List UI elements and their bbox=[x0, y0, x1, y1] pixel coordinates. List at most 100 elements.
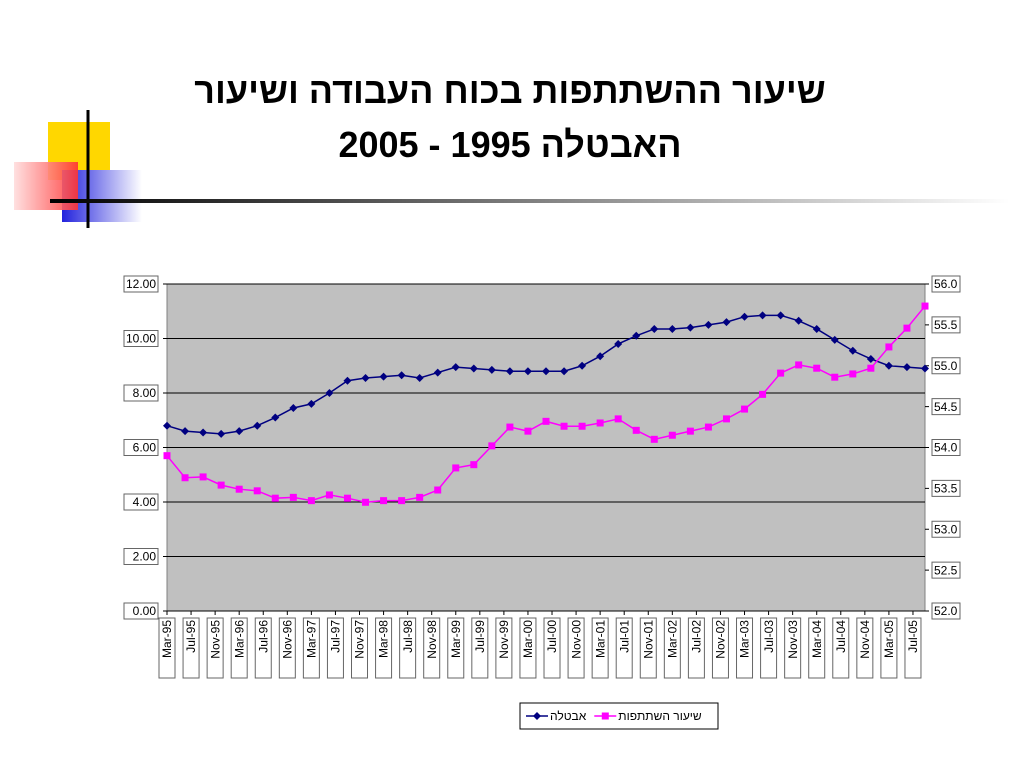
marker bbox=[271, 413, 280, 422]
marker bbox=[523, 367, 532, 376]
y-tick-label: 4.00 bbox=[133, 495, 157, 509]
y2-tick-box bbox=[931, 316, 961, 334]
marker bbox=[722, 318, 731, 327]
y-tick-label: 6.00 bbox=[133, 441, 157, 455]
y2-tick-label: 55.5 bbox=[934, 318, 958, 332]
marker bbox=[217, 429, 226, 438]
marker bbox=[199, 428, 208, 437]
y2-tick-label: 55.0 bbox=[934, 359, 958, 373]
marker bbox=[524, 427, 532, 435]
x-tick-label: Nov-95 bbox=[208, 620, 222, 659]
x-tick-label: Nov-01 bbox=[641, 620, 655, 659]
marker bbox=[415, 374, 424, 383]
x-tick-label: Mar-01 bbox=[593, 620, 607, 658]
marker bbox=[812, 324, 821, 333]
marker bbox=[433, 368, 442, 377]
marker bbox=[867, 364, 875, 372]
marker bbox=[199, 473, 207, 481]
x-tick-box bbox=[615, 617, 633, 679]
x-tick-box bbox=[278, 617, 296, 679]
marker bbox=[253, 487, 261, 495]
marker bbox=[560, 367, 569, 376]
marker bbox=[163, 452, 171, 460]
x-tick-label: Jul-00 bbox=[545, 620, 559, 653]
x-tick-box bbox=[543, 617, 561, 679]
marker bbox=[362, 498, 370, 506]
y2-tick-box bbox=[931, 398, 961, 416]
x-tick-label: Jul-99 bbox=[473, 620, 487, 653]
marker bbox=[921, 364, 929, 373]
y-tick-box bbox=[123, 330, 159, 347]
marker bbox=[866, 354, 875, 363]
marker bbox=[650, 435, 658, 443]
y2-tick-box bbox=[931, 275, 961, 293]
y2-tick-label: 53.0 bbox=[934, 522, 958, 536]
marker bbox=[704, 423, 712, 431]
legend-label: שיעור השתתפות bbox=[618, 709, 702, 723]
marker bbox=[704, 320, 713, 329]
legend-marker bbox=[533, 712, 541, 720]
y-tick-box bbox=[123, 548, 159, 565]
legend bbox=[519, 702, 719, 730]
marker bbox=[902, 363, 911, 372]
marker bbox=[307, 399, 316, 408]
x-tick-box bbox=[254, 617, 272, 679]
marker bbox=[813, 364, 821, 372]
marker bbox=[668, 324, 677, 333]
marker bbox=[849, 370, 857, 378]
y2-tick-box bbox=[931, 357, 961, 375]
x-tick-label: Nov-98 bbox=[425, 620, 439, 659]
x-tick-box bbox=[182, 617, 200, 679]
title-line: שיעור ההשתתפות בכוח העבודה ושיעור bbox=[194, 70, 826, 111]
marker bbox=[668, 431, 676, 439]
x-tick-label: Jul-05 bbox=[906, 620, 920, 653]
x-tick-box bbox=[519, 617, 537, 679]
y-tick-label: 8.00 bbox=[133, 386, 157, 400]
y-tick-label: 0.00 bbox=[133, 604, 157, 618]
x-tick-label: Mar-02 bbox=[666, 620, 680, 658]
marker bbox=[325, 491, 333, 499]
marker bbox=[686, 427, 694, 435]
x-tick-label: Nov-03 bbox=[786, 620, 800, 659]
marker bbox=[741, 405, 749, 413]
x-tick-label: Nov-97 bbox=[353, 620, 367, 659]
x-tick-box bbox=[784, 617, 802, 679]
marker bbox=[253, 421, 262, 430]
title: שיעור ההשתתפות בכוח העבודה ושיעור האבטלה… bbox=[100, 64, 920, 172]
marker bbox=[434, 486, 442, 494]
marker bbox=[271, 494, 279, 502]
x-tick-label: Jul-95 bbox=[184, 620, 198, 653]
x-tick-box bbox=[375, 617, 393, 679]
marker bbox=[794, 316, 803, 325]
y2-tick-box bbox=[931, 602, 961, 620]
marker bbox=[795, 361, 803, 369]
x-tick-box bbox=[736, 617, 754, 679]
marker bbox=[885, 343, 893, 351]
marker bbox=[777, 369, 785, 377]
x-tick-label: Jul-96 bbox=[256, 620, 270, 653]
x-tick-label: Mar-04 bbox=[810, 620, 824, 658]
marker bbox=[759, 390, 767, 398]
marker bbox=[830, 335, 839, 344]
marker bbox=[289, 403, 298, 412]
marker bbox=[903, 324, 911, 332]
marker bbox=[831, 373, 839, 381]
y-tick-box bbox=[123, 602, 159, 620]
marker bbox=[289, 493, 297, 501]
marker bbox=[307, 497, 315, 505]
marker bbox=[722, 415, 730, 423]
x-tick-box bbox=[591, 617, 609, 679]
marker bbox=[542, 367, 550, 376]
marker bbox=[361, 374, 370, 383]
marker bbox=[379, 372, 388, 381]
marker bbox=[181, 474, 189, 482]
marker bbox=[632, 426, 640, 434]
x-tick-label: Nov-96 bbox=[280, 620, 294, 659]
x-tick-label: Mar-97 bbox=[305, 620, 319, 658]
marker bbox=[578, 361, 587, 370]
x-tick-label: Mar-05 bbox=[882, 620, 896, 658]
x-tick-label: Jul-04 bbox=[834, 620, 848, 653]
x-tick-box bbox=[326, 617, 344, 679]
y-tick-label: 10.00 bbox=[126, 332, 156, 346]
marker bbox=[397, 371, 406, 380]
